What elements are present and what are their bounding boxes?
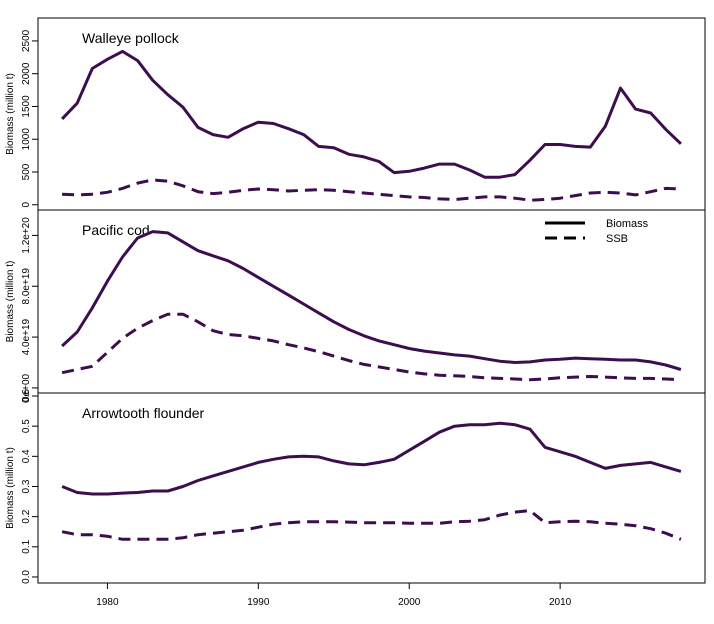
ssb-line bbox=[61, 312, 681, 382]
x-tick-label: 1990 bbox=[247, 597, 270, 608]
x-tick-label: 2000 bbox=[398, 597, 421, 608]
y-tick-label: 4.0e+19 bbox=[21, 318, 32, 355]
y-tick-label: 0.3 bbox=[21, 479, 32, 493]
panel-frame bbox=[37, 17, 706, 211]
y-axis-label: Biomass (million t) bbox=[5, 447, 16, 529]
y-tick-label: 1.2e+20 bbox=[21, 217, 32, 254]
x-tick-label: 1980 bbox=[96, 597, 119, 608]
y-tick-label: 2000 bbox=[21, 62, 32, 85]
y-tick-label: 0.4 bbox=[21, 449, 32, 463]
y-tick-label: 1000 bbox=[21, 128, 32, 151]
biomass-line bbox=[61, 421, 682, 496]
panel-title: Walleye pollock bbox=[82, 30, 180, 46]
y-tick-label: 8.0e+19 bbox=[21, 268, 32, 305]
y-tick-label: 500 bbox=[21, 163, 32, 180]
legend-biomass-label: Biomass bbox=[606, 218, 649, 230]
y-tick-label: 0e+00 bbox=[21, 373, 32, 402]
panel-frame bbox=[37, 392, 706, 584]
biomass-line bbox=[61, 49, 682, 179]
y-tick-label: 0.5 bbox=[21, 419, 32, 433]
y-tick-label: 0 bbox=[21, 202, 32, 208]
panel-title: Pacific cod bbox=[82, 222, 150, 238]
ssb-line bbox=[62, 178, 681, 202]
y-tick-label: 0.1 bbox=[21, 539, 32, 553]
y-axis-label: Biomass (million t) bbox=[5, 73, 16, 155]
y-tick-label: 0.0 bbox=[21, 570, 32, 584]
y-axis-label: Biomass (million t) bbox=[5, 261, 16, 343]
y-tick-label: 1500 bbox=[21, 95, 32, 118]
y-tick-label: 0.6 bbox=[21, 389, 32, 403]
y-tick-label: 0.2 bbox=[21, 509, 32, 523]
legend-ssb-label: SSB bbox=[606, 233, 628, 245]
x-tick-label: 2010 bbox=[549, 597, 572, 608]
y-tick-label: 2500 bbox=[21, 29, 32, 52]
ssb-line bbox=[61, 509, 682, 541]
panel-title: Arrowtooth flounder bbox=[82, 405, 205, 421]
biomass-line bbox=[61, 230, 682, 371]
